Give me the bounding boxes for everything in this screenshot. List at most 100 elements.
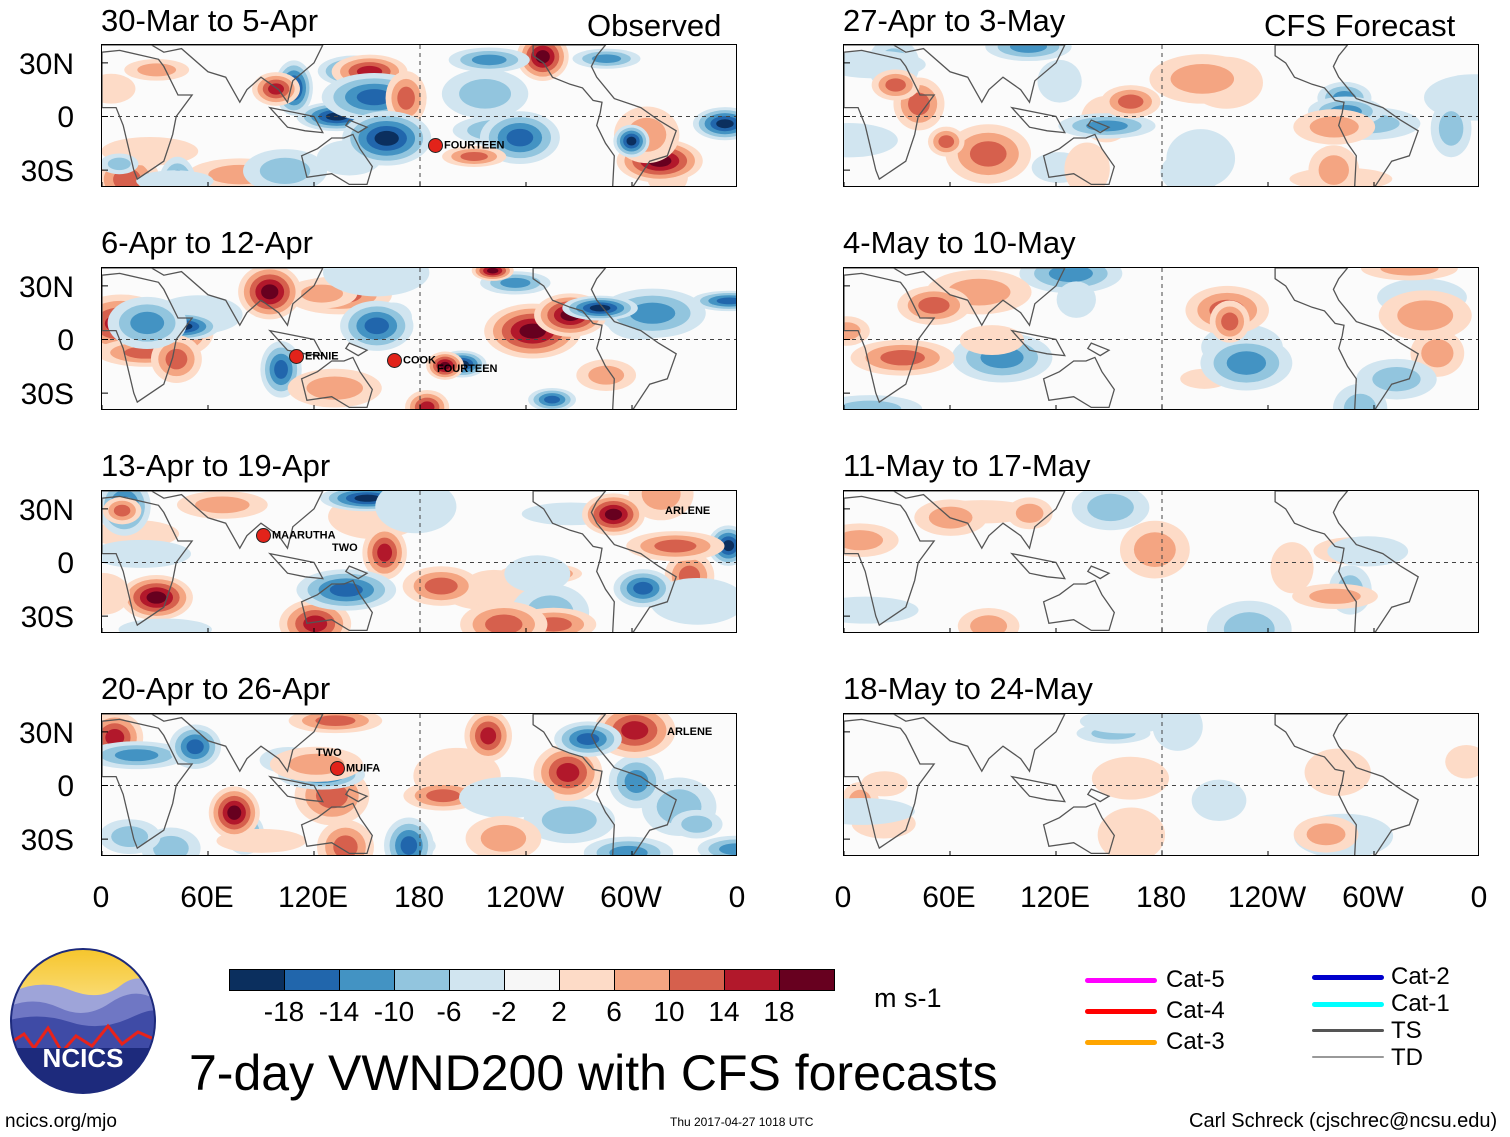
lon-label-120w: 120W [1227, 881, 1307, 914]
anomaly-contour [153, 835, 189, 855]
legend-line-cat-5 [1085, 978, 1157, 983]
anomaly-contour [1097, 807, 1166, 855]
anomaly-contour [1270, 542, 1314, 594]
anomaly-contour [354, 494, 381, 502]
anomaly-contour [1306, 823, 1346, 846]
anomaly-contour [486, 268, 499, 274]
anomaly-contour [1397, 300, 1454, 331]
anomaly-contour [970, 615, 1008, 632]
anomaly-contour [918, 296, 950, 314]
map-field [844, 714, 1478, 855]
anomaly-contour [1079, 714, 1171, 734]
map-field [102, 268, 736, 409]
panel-title-obs-4: 20-Apr to 26-Apr [101, 671, 331, 706]
panel-title-fcst-2: 4-May to 10-May [843, 225, 1076, 260]
anomaly-contour [1221, 312, 1239, 331]
anomaly-contour [681, 815, 713, 833]
lon-label-0: 0 [92, 881, 110, 914]
anomaly-contour [105, 728, 125, 747]
coastline [844, 49, 936, 181]
anomaly-contour [844, 797, 915, 825]
anomaly-contour [861, 771, 908, 797]
storm-marker-icon [428, 138, 443, 153]
coastline [844, 45, 1066, 104]
footer-url[interactable]: ncics.org/mjo [5, 1111, 117, 1132]
coastline [1274, 714, 1419, 855]
storm-marker-icon [289, 349, 304, 364]
lat-label-30n: 30N [18, 271, 74, 304]
coastline [268, 552, 324, 580]
forecast-header: CFS Forecast [1264, 8, 1456, 43]
storm-marker-icon [387, 353, 402, 368]
anomaly-contour [626, 136, 637, 146]
coastline [102, 714, 324, 773]
anomaly-contour [137, 63, 177, 77]
storm-arlene-2: ARLENE [667, 726, 713, 738]
colorbar-tick-label: 14 [708, 996, 740, 1027]
coastline [268, 329, 324, 357]
anomaly-contour [908, 92, 930, 116]
anomaly-contour [716, 119, 734, 129]
map-panel-fcst-3 [843, 490, 1479, 633]
anomaly-contour [624, 770, 649, 794]
colorbar-tick-label: -10 [373, 996, 415, 1027]
coastline [844, 718, 936, 850]
anomaly-contour [1309, 116, 1359, 138]
anomaly-contour [364, 317, 389, 335]
anomaly-contour [591, 54, 622, 63]
storm-fourteen: FOURTEEN [428, 138, 505, 153]
coastline [532, 45, 677, 186]
footer-author: Carl Schreck (cjschrec@ncsu.edu) [1189, 1110, 1498, 1132]
anomaly-contour [506, 128, 534, 147]
map-field [844, 491, 1478, 632]
anomaly-contour [374, 130, 399, 146]
lat-label-eq: 0 [57, 547, 74, 580]
anomaly-contour [1343, 393, 1377, 409]
anomaly-contour [114, 749, 159, 762]
coastline [344, 788, 369, 803]
map-panel-fcst-1 [843, 44, 1479, 187]
legend-label-cat-4: Cat-4 [1166, 997, 1225, 1024]
observed-header: Observed [587, 8, 722, 43]
anomaly-contour [136, 170, 214, 186]
legend-line-cat-1 [1312, 1002, 1384, 1007]
lat-label-30s: 30S [20, 155, 74, 188]
anomaly-contour [604, 508, 623, 521]
anomaly-contour [633, 581, 653, 595]
storm-muifa: MUIFA [330, 761, 380, 776]
legend-label-cat-2: Cat-2 [1391, 963, 1450, 990]
anomaly-contour [1421, 339, 1454, 368]
coastline [102, 718, 194, 850]
anomaly-contour [938, 135, 955, 149]
storm-fourteen-2: FOURTEEN [437, 363, 498, 375]
legend-line-cat-3 [1085, 1040, 1157, 1045]
anomaly-contour [424, 577, 458, 595]
anomaly-contour [118, 618, 212, 632]
anomaly-contour [519, 323, 546, 339]
anomaly-contour [844, 530, 884, 551]
anomaly-contour [588, 365, 625, 385]
storm-ernie: ERNIE [289, 349, 339, 364]
colorbar-swatch [229, 969, 285, 991]
lat-label-30n: 30N [18, 48, 74, 81]
anomaly-contour [1309, 588, 1361, 604]
storm-cook: COOK [387, 353, 436, 368]
map-field [844, 45, 1478, 186]
coastline [1274, 491, 1419, 632]
anomaly-contour [880, 350, 925, 366]
anomaly-contour [1170, 64, 1235, 94]
legend-line-cat-2 [1312, 975, 1384, 980]
anomaly-contour [844, 400, 902, 409]
anomaly-contour [303, 615, 328, 632]
coastline [844, 495, 936, 627]
anomaly-contour [1223, 612, 1275, 632]
legend-label-cat-1: Cat-1 [1391, 990, 1450, 1017]
anomaly-contour [535, 50, 550, 64]
coastline [532, 491, 677, 632]
coastline [844, 268, 1066, 327]
panel-title-obs-2: 6-Apr to 12-Apr [101, 225, 313, 260]
lon-label-180: 180 [393, 881, 445, 914]
anomaly-contour [426, 789, 461, 803]
main-title: 7-day VWND200 with CFS forecasts [189, 1045, 998, 1101]
anomaly-contour [165, 348, 188, 370]
